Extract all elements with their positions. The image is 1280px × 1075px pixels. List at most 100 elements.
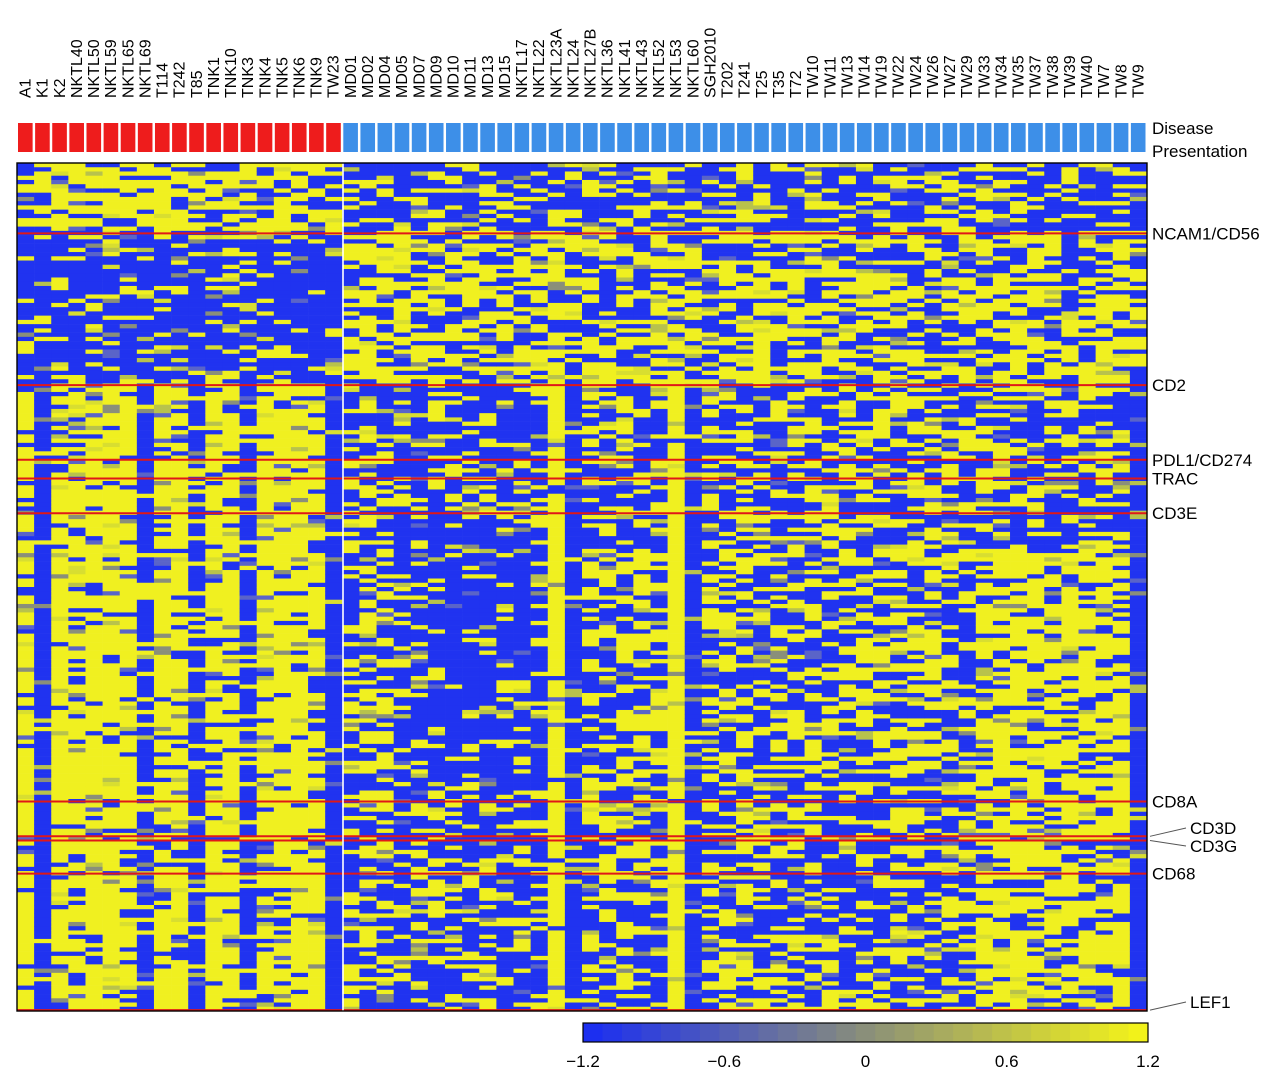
heatmap-cell (17, 358, 35, 363)
heatmap-cell (102, 277, 121, 283)
heatmap-cell (325, 264, 343, 270)
heatmap-cell (308, 739, 326, 745)
heatmap-cell (325, 497, 343, 503)
heatmap-cell (102, 714, 121, 719)
heatmap-cell (427, 324, 446, 329)
heatmap-cell (256, 302, 275, 308)
heatmap-cell (136, 726, 155, 732)
heatmap-cell (68, 773, 86, 779)
heatmap-cell (17, 739, 35, 745)
annotation-cell (411, 123, 427, 152)
heatmap-cell (290, 714, 309, 719)
heatmap-cell (171, 697, 189, 702)
heatmap-cell (188, 731, 206, 736)
heatmap-cell (239, 883, 257, 889)
heatmap-cell (17, 557, 35, 562)
heatmap-cell (102, 756, 121, 762)
heatmap-cell (239, 290, 257, 295)
heatmap-cell (85, 705, 103, 711)
heatmap-cell (51, 917, 69, 923)
heatmap-cell (153, 595, 172, 601)
heatmap-cell (205, 222, 223, 227)
heatmap-cell (393, 413, 412, 418)
heatmap-cell (273, 222, 292, 227)
heatmap-cell (188, 387, 206, 393)
heatmap-cell (51, 201, 69, 206)
heatmap-cell (222, 565, 240, 571)
heatmap-cell (153, 782, 172, 787)
heatmap-cell (222, 218, 240, 223)
heatmap-cell (51, 794, 69, 800)
heatmap-cell (17, 196, 35, 202)
sample-label: MD07 (411, 55, 428, 98)
heatmap-cell (51, 468, 69, 473)
heatmap-cell (239, 989, 257, 995)
heatmap-cell (102, 570, 121, 575)
heatmap-cell (256, 794, 275, 800)
heatmap-cell (376, 790, 394, 796)
annotation-cell (754, 123, 769, 152)
heatmap-cell (359, 803, 377, 808)
sample-label: TW23 (326, 55, 343, 98)
heatmap-cell (325, 845, 343, 851)
heatmap-cell (290, 815, 309, 821)
annotation-cell (326, 123, 341, 152)
heatmap-cell (342, 447, 360, 452)
heatmap-cell (136, 260, 155, 266)
heatmap-cell (153, 642, 172, 647)
heatmap-cell (153, 442, 172, 448)
heatmap-cell (273, 196, 292, 202)
heatmap-cell (410, 854, 429, 859)
heatmap-cell (325, 570, 343, 575)
heatmap-cell (308, 947, 326, 952)
heatmap-cell (290, 591, 309, 596)
heatmap-cell (136, 1002, 155, 1008)
heatmap-cell (205, 235, 223, 240)
annotation-cell (514, 123, 530, 152)
heatmap-cell (68, 375, 86, 380)
heatmap-cell (222, 595, 240, 601)
heatmap-cell (68, 497, 86, 503)
heatmap-cell (119, 994, 138, 999)
heatmap-cell (17, 629, 35, 634)
heatmap-cell (119, 968, 138, 974)
heatmap-cell (171, 646, 189, 651)
heatmap-cell (102, 875, 121, 880)
heatmap-cell (393, 633, 412, 639)
heatmap-cell (17, 578, 35, 584)
heatmap-cell (205, 557, 223, 562)
heatmap-cell (171, 854, 189, 859)
heatmap-cell (119, 752, 138, 757)
heatmap-cell (136, 196, 155, 202)
heatmap-cell (239, 553, 257, 558)
heatmap-cell (34, 697, 52, 702)
heatmap-cell (153, 235, 172, 240)
heatmap-cell (17, 387, 35, 393)
heatmap-cell (290, 341, 309, 346)
heatmap-cell (222, 252, 240, 257)
heatmap-cell (256, 379, 275, 384)
heatmap-cell (290, 349, 309, 355)
heatmap-cell (325, 353, 343, 359)
annotation-cell (874, 123, 889, 152)
heatmap-cell (410, 544, 429, 550)
heatmap-cell (410, 472, 429, 478)
heatmap-cell (273, 413, 292, 418)
heatmap-cell (376, 582, 394, 588)
heatmap-cell (17, 977, 35, 982)
heatmap-cell (342, 421, 360, 427)
heatmap-cell (17, 841, 35, 846)
heatmap-cell (325, 964, 343, 969)
heatmap-cell (102, 697, 121, 702)
sample-label: MD13 (480, 55, 497, 98)
heatmap-cell (119, 883, 138, 889)
heatmap-cell (51, 769, 69, 774)
heatmap-cell (51, 837, 69, 842)
heatmap-cell (290, 315, 309, 321)
heatmap-cell (85, 425, 103, 431)
heatmap-cell (342, 587, 360, 592)
heatmap-cell (51, 731, 69, 736)
heatmap-cell (359, 464, 377, 469)
heatmap-cell (239, 260, 257, 266)
heatmap-cell (239, 739, 257, 745)
